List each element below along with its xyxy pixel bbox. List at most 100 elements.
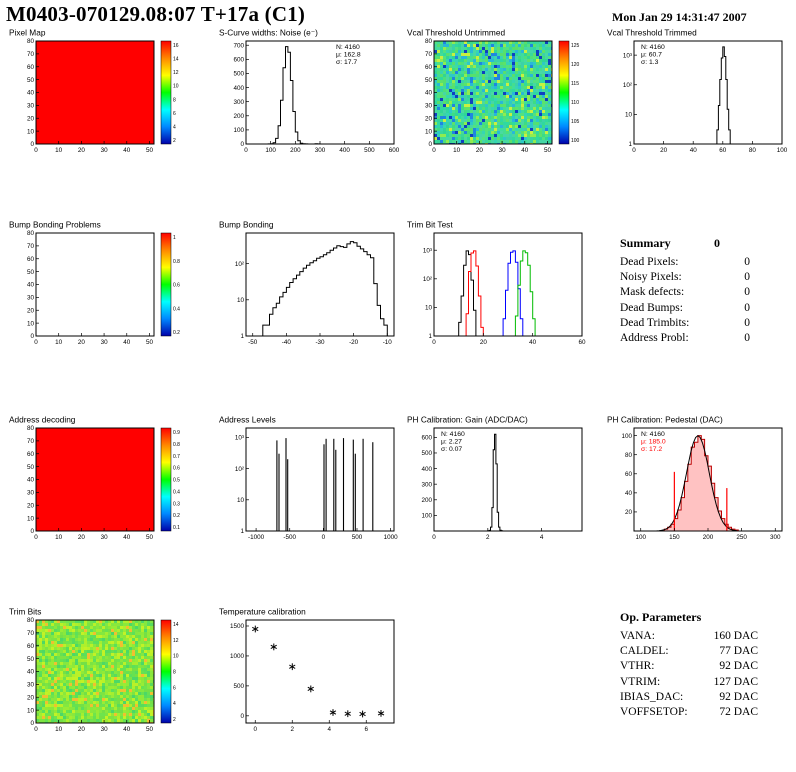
panel-bump-problems: Bump Bonding Problems 0 10 20 30 40 50 0 10 20 30 4…: [6, 218, 198, 358]
svg-text:Temperature calibration: Temperature calibration: [219, 607, 306, 617]
svg-text:Vcal Threshold Trimmed: Vcal Threshold Trimmed: [607, 28, 697, 38]
svg-text:2: 2: [173, 138, 176, 144]
svg-text:40: 40: [529, 339, 537, 346]
svg-text:8: 8: [173, 97, 176, 103]
svg-text:0.2: 0.2: [173, 330, 180, 336]
summary-title: Summary: [620, 236, 671, 250]
svg-text:200: 200: [703, 534, 714, 541]
svg-text:10: 10: [625, 112, 633, 119]
svg-text:70: 70: [27, 438, 35, 445]
svg-text:0.7: 0.7: [173, 454, 180, 460]
op-parameter-row: VTRIM: 127 DAC: [620, 675, 758, 690]
svg-text:115: 115: [571, 81, 579, 87]
panel-ph-gain: PH Calibration: Gain (ADC/DAC) 0 2 4 100 200 3…: [404, 413, 596, 553]
svg-text:80: 80: [625, 452, 633, 459]
svg-text:100: 100: [777, 147, 788, 154]
panel-trim-bit-test: Trim Bit Test 0 20 40 60 1 10 10² 10³: [404, 218, 596, 358]
svg-text:1000: 1000: [384, 534, 399, 541]
svg-text:0.3: 0.3: [173, 501, 180, 507]
svg-text:-20: -20: [349, 339, 359, 346]
op-parameter-row-label: IBIAS_DAC:: [620, 690, 684, 703]
svg-text:10: 10: [425, 128, 433, 135]
svg-text:N: 4160: N: 4160: [441, 431, 465, 438]
svg-text:1: 1: [240, 528, 244, 535]
svg-text:10: 10: [237, 497, 245, 504]
colorbar: [160, 40, 172, 145]
colorbar: [558, 40, 570, 145]
colorbar: [160, 427, 172, 532]
svg-text:σ: 1.3: σ: 1.3: [641, 59, 659, 66]
svg-text:N: 4160: N: 4160: [336, 44, 360, 51]
svg-text:50: 50: [27, 77, 35, 84]
panel-trim-bits: Trim Bits 0 10 20 30 40 50 0 10 20 30 40 50 60 70 80 14 1…: [6, 605, 198, 745]
chart-ph-gain: PH Calibration: Gain (ADC/DAC) 0 2 4 100 200 3…: [407, 415, 583, 541]
svg-text:S-Curve widths: Noise (e⁻): S-Curve widths: Noise (e⁻): [219, 28, 318, 38]
summary-rows: Dead Pixels: 0 Noisy Pixels: 0 Mask defects:…: [620, 255, 750, 346]
svg-text:0: 0: [34, 534, 38, 541]
svg-text:80: 80: [27, 425, 35, 432]
chart-address-levels: Address Levels -1000 -500 0 500 1000 1 10 10² 10³: [219, 415, 399, 542]
svg-text:0.4: 0.4: [173, 489, 180, 495]
svg-text:70: 70: [425, 51, 433, 58]
svg-text:μ: 60.7: μ: 60.7: [641, 52, 662, 59]
op-parameter-row-label: VTHR:: [620, 660, 655, 673]
svg-text:10: 10: [55, 534, 63, 541]
op-parameter-row-label: VOFFSETOP:: [620, 705, 688, 718]
svg-text:20: 20: [27, 502, 35, 509]
svg-text:70: 70: [27, 51, 35, 58]
svg-text:1: 1: [628, 141, 632, 148]
svg-text:20: 20: [78, 726, 86, 733]
svg-text:50: 50: [425, 77, 433, 84]
svg-text:40: 40: [123, 339, 131, 346]
svg-text:60: 60: [625, 471, 633, 478]
op-parameters-header: Op. Parameters: [620, 610, 758, 625]
svg-text:50: 50: [146, 534, 154, 541]
chart-trim-bits: Trim Bits 0 10 20 30 40 50 0 10 20 30 40 50 60 70 80 14 1…: [9, 607, 179, 734]
svg-text:16: 16: [173, 43, 179, 49]
svg-text:400: 400: [421, 466, 432, 473]
svg-text:20: 20: [27, 694, 35, 701]
svg-text:30: 30: [27, 103, 35, 110]
svg-text:60: 60: [27, 256, 35, 263]
svg-text:Bump Bonding Problems: Bump Bonding Problems: [9, 220, 101, 230]
svg-text:1000: 1000: [230, 653, 245, 660]
svg-text:0.6: 0.6: [173, 466, 180, 472]
svg-text:10: 10: [55, 339, 63, 346]
chart-pixel-map: Pixel Map 0 10 20 30 40 50 0 10 20 30 40 50 60 70 80 16 1…: [9, 28, 179, 155]
summary-row: Dead Bumps: 0: [620, 301, 750, 316]
summary-header: Summary 0: [620, 236, 720, 251]
svg-text:μ: 2.27: μ: 2.27: [441, 439, 462, 446]
op-parameters-title: Op. Parameters: [620, 610, 702, 624]
svg-text:20: 20: [660, 147, 668, 154]
svg-text:40: 40: [123, 726, 131, 733]
summary-row-label: Address Probl:: [620, 331, 689, 344]
svg-text:80: 80: [27, 617, 35, 624]
svg-text:300: 300: [421, 481, 432, 488]
svg-text:N: 4160: N: 4160: [641, 431, 665, 438]
svg-text:125: 125: [571, 43, 580, 49]
timestamp: Mon Jan 29 14:31:47 2007: [612, 10, 747, 24]
svg-text:10³: 10³: [423, 247, 432, 254]
svg-text:10³: 10³: [235, 435, 244, 442]
svg-text:Trim Bit Test: Trim Bit Test: [407, 220, 453, 230]
svg-text:50: 50: [27, 464, 35, 471]
svg-text:40: 40: [690, 147, 698, 154]
svg-text:1500: 1500: [230, 623, 245, 630]
svg-text:-500: -500: [283, 534, 296, 541]
svg-text:50: 50: [27, 269, 35, 276]
svg-text:10: 10: [173, 84, 179, 90]
summary-row: Mask defects: 0: [620, 285, 750, 300]
svg-text:700: 700: [233, 42, 244, 49]
svg-text:300: 300: [770, 534, 781, 541]
svg-text:Pixel Map: Pixel Map: [9, 28, 46, 38]
svg-text:600: 600: [389, 147, 400, 154]
panel-address-decoding: Address decoding 0 10 20 30 40 50 0 10 20 30 40 50 60…: [6, 413, 198, 553]
svg-text:μ: 185.0: μ: 185.0: [641, 439, 666, 446]
svg-text:30: 30: [499, 147, 507, 154]
svg-text:300: 300: [315, 147, 326, 154]
op-parameter-row-label: VTRIM:: [620, 675, 661, 688]
svg-text:4: 4: [173, 124, 176, 130]
summary-row-label: Dead Pixels:: [620, 256, 679, 268]
panel-vcal-trimmed: Vcal Threshold Trimmed 0 20 40 60 80 100 1 10 10²…: [604, 26, 796, 166]
